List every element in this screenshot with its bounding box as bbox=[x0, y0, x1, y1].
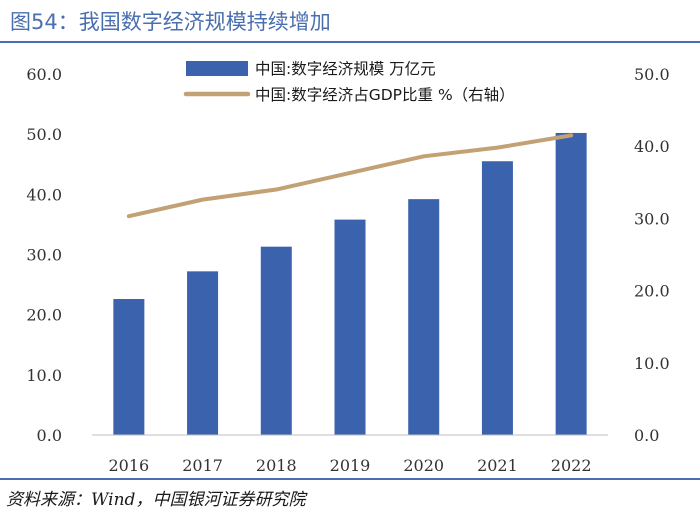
y-right-tick-label: 0.0 bbox=[634, 426, 659, 445]
bar-2021 bbox=[481, 161, 513, 435]
line-series-gdp-share bbox=[126, 133, 574, 219]
figure-title: 图54：我国数字经济规模持续增加 bbox=[10, 10, 331, 34]
y-left-tick-label: 30.0 bbox=[26, 246, 62, 265]
legend-line-label: 中国:数字经济占GDP比重 %（右轴） bbox=[255, 86, 515, 104]
x-tick-label: 2020 bbox=[403, 456, 444, 475]
x-tick-label: 2021 bbox=[477, 456, 518, 475]
y-right-tick-label: 20.0 bbox=[634, 282, 670, 301]
bar-2018 bbox=[260, 246, 292, 435]
bar-2022 bbox=[555, 132, 587, 436]
footer-divider bbox=[0, 478, 700, 480]
y-left-tick-label: 20.0 bbox=[26, 306, 62, 325]
source-note: 资料来源：Wind，中国银河证券研究院 bbox=[6, 490, 306, 510]
y-right-tick-label: 30.0 bbox=[634, 209, 670, 228]
y-right-tick-label: 50.0 bbox=[634, 65, 670, 84]
bar-2017 bbox=[187, 271, 219, 435]
title-divider bbox=[0, 41, 700, 43]
y-right-tick-label: 10.0 bbox=[634, 354, 670, 373]
x-tick-label: 2022 bbox=[551, 456, 592, 475]
legend-bar-label: 中国:数字经济规模 万亿元 bbox=[255, 60, 436, 78]
y-left-tick-label: 40.0 bbox=[26, 185, 62, 204]
x-tick-label: 2019 bbox=[330, 456, 371, 475]
y-left-tick-label: 10.0 bbox=[26, 366, 62, 385]
y-left-tick-label: 0.0 bbox=[37, 426, 62, 445]
y-left-tick-label: 50.0 bbox=[26, 125, 62, 144]
legend-bar-swatch bbox=[186, 61, 248, 76]
x-tick-label: 2016 bbox=[108, 456, 149, 475]
y-right-tick-label: 40.0 bbox=[634, 137, 670, 156]
y-left-tick-label: 60.0 bbox=[26, 65, 62, 84]
bar-2016 bbox=[113, 299, 145, 435]
x-tick-label: 2018 bbox=[256, 456, 297, 475]
bar-2020 bbox=[408, 199, 440, 435]
bar-2019 bbox=[334, 219, 366, 435]
x-tick-label: 2017 bbox=[182, 456, 223, 475]
